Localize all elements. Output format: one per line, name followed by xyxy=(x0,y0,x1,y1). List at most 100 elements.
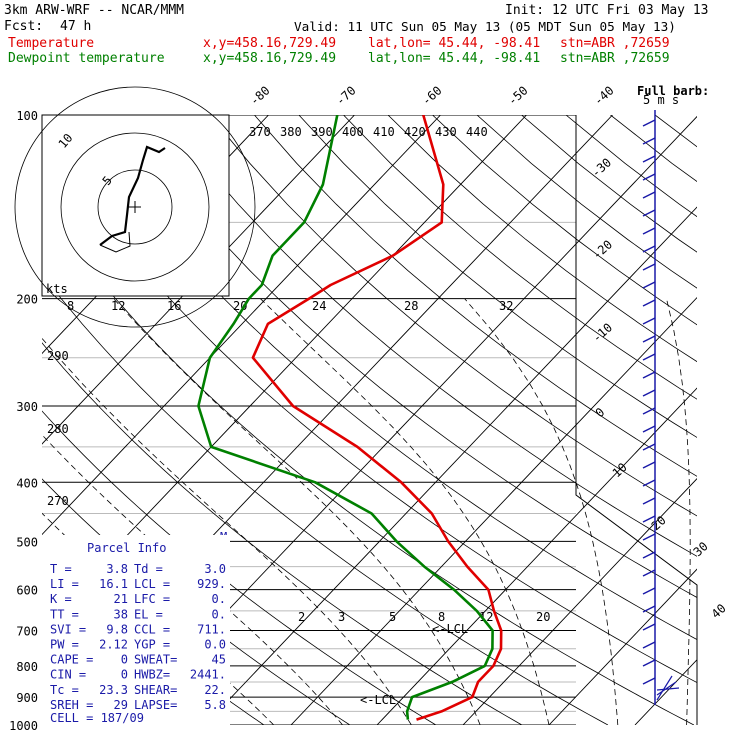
wind-barb xyxy=(642,317,656,325)
wind-barb xyxy=(642,515,656,523)
hodograph-speed-tick: 20 xyxy=(233,299,247,313)
isotherm-label: -40 xyxy=(591,83,616,108)
plot-right-boundary xyxy=(575,115,698,725)
parcel-row-label: SREH = xyxy=(50,698,93,712)
temperature-latlon: lat,lon= 45.44, -98.41 xyxy=(368,36,541,51)
pressure-tick-label: 400 xyxy=(16,476,38,490)
wind-barb xyxy=(642,155,656,163)
dry-adiabat xyxy=(610,115,697,182)
parcel-row-value: 3.8 xyxy=(106,562,128,576)
model-title: 3km ARW-WRF -- NCAR/MMM xyxy=(4,3,185,18)
parcel-row-label: CCL = xyxy=(134,622,170,636)
pressure-tick-label: 900 xyxy=(16,691,38,705)
temperature-profile xyxy=(251,115,503,721)
dry-adiabat xyxy=(565,115,697,218)
wind-barb xyxy=(642,209,656,217)
isotherm-label: -30 xyxy=(589,155,614,180)
isotherm-line xyxy=(634,659,697,725)
dry-adiabat xyxy=(654,115,697,148)
hodograph-ring xyxy=(14,86,256,328)
isotherm-label: -10 xyxy=(590,320,615,345)
isotherm-label: -50 xyxy=(505,83,530,108)
parcel-row-value: 23.3 xyxy=(99,683,128,697)
wind-barb xyxy=(642,245,656,253)
wind-barb xyxy=(642,479,656,487)
wind-barb xyxy=(642,263,656,271)
theta-label: 440 xyxy=(466,125,488,139)
temperature-legend: Temperature xyxy=(8,36,95,51)
parcel-row-value: 929. xyxy=(197,577,226,591)
isotherm-line xyxy=(0,115,11,725)
dry-adiabat xyxy=(387,115,697,363)
wind-barb xyxy=(642,623,656,631)
hodograph-speed-tick: 12 xyxy=(111,299,125,313)
parcel-row-label: LFC = xyxy=(134,592,170,606)
isotherm-line xyxy=(462,478,697,725)
pressure-tick-label: 500 xyxy=(16,535,38,549)
theta-label: 390 xyxy=(311,125,333,139)
theta-label: 370 xyxy=(249,125,271,139)
hodograph-kts-label: kts xyxy=(46,282,68,296)
pressure-tick-label: 600 xyxy=(16,584,38,598)
parcel-row-value: 0. xyxy=(212,607,226,621)
full-barb-label: Full barb: xyxy=(637,84,709,98)
wind-barb xyxy=(642,533,656,541)
init-time: Init: 12 UTC Fri 03 May 13 xyxy=(505,3,709,18)
mixing-ratio-label: 2 xyxy=(298,610,305,624)
parcel-row-label: PW = xyxy=(50,638,79,652)
isotherm-line xyxy=(42,115,355,445)
dry-adiabat xyxy=(209,115,697,517)
pressure-tick-label: 300 xyxy=(16,400,38,414)
hodograph-speed-tick: 24 xyxy=(312,299,326,313)
parcel-row-label: LAPSE= xyxy=(134,698,177,712)
parcel-row-label: Tc = xyxy=(50,683,79,697)
parcel-info-title: Parcel Info xyxy=(87,541,166,555)
isotherm-label: -20 xyxy=(590,237,615,262)
wind-barb xyxy=(642,119,656,127)
parcel-row-label: YGP = xyxy=(134,638,170,652)
parcel-row-label: LCL = xyxy=(134,577,170,591)
hodograph-speed-tick: 32 xyxy=(499,299,513,313)
wind-barb xyxy=(642,677,656,685)
theta-label: 400 xyxy=(342,125,364,139)
mixing-ratio-label: 20 xyxy=(536,610,550,624)
isotherm-label: 30 xyxy=(691,539,711,559)
parcel-row-value: 2441. xyxy=(190,668,226,682)
parcel-row-value: 38 xyxy=(114,607,128,621)
parcel-row-label: EL = xyxy=(134,607,163,621)
wind-barb xyxy=(642,605,656,613)
dry-adiabat xyxy=(42,130,697,683)
wind-barb xyxy=(642,569,656,577)
theta-label: 380 xyxy=(280,125,302,139)
pressure-tick-label: 100 xyxy=(16,109,38,123)
mixing-ratio-label: 8 xyxy=(438,610,445,624)
temperature-stn: stn=ABR ,72659 xyxy=(560,36,670,51)
fcst-value: 47 h xyxy=(60,19,92,34)
wind-barb xyxy=(642,137,656,145)
wind-barb xyxy=(642,461,656,469)
dry-adiabat xyxy=(343,115,697,400)
parcel-row-value: 29 xyxy=(114,698,128,712)
dry-adiabat xyxy=(76,115,697,641)
wind-barb xyxy=(642,641,656,649)
parcel-row-label: CIN = xyxy=(50,668,86,682)
wind-barb xyxy=(642,353,656,361)
dewpoint-latlon: lat,lon= 45.44, -98.41 xyxy=(368,51,541,66)
moist-adiabat xyxy=(42,337,412,725)
pressure-tick-label: 1000 xyxy=(9,719,38,733)
hodograph-trace xyxy=(99,145,166,246)
parcel-row-label: CAPE = xyxy=(50,653,93,667)
valid-time: Valid: 11 UTC Sun 05 May 13 (05 MDT Sun … xyxy=(294,19,676,34)
parcel-row-label: SHEAR= xyxy=(134,683,177,697)
parcel-row-value: 0. xyxy=(212,592,226,606)
dry-adiabat xyxy=(165,115,697,557)
wind-barb xyxy=(642,443,656,451)
theta-label: 280 xyxy=(47,422,69,436)
mixing-ratio-label: 12 xyxy=(479,610,493,624)
dry-adiabat xyxy=(298,115,697,438)
dry-adiabat xyxy=(120,115,697,598)
theta-label: 290 xyxy=(47,349,69,363)
dewpoint-legend: Dewpoint temperature xyxy=(8,51,165,66)
moist-adiabat xyxy=(113,298,481,725)
pressure-tick-label: 200 xyxy=(16,293,38,307)
